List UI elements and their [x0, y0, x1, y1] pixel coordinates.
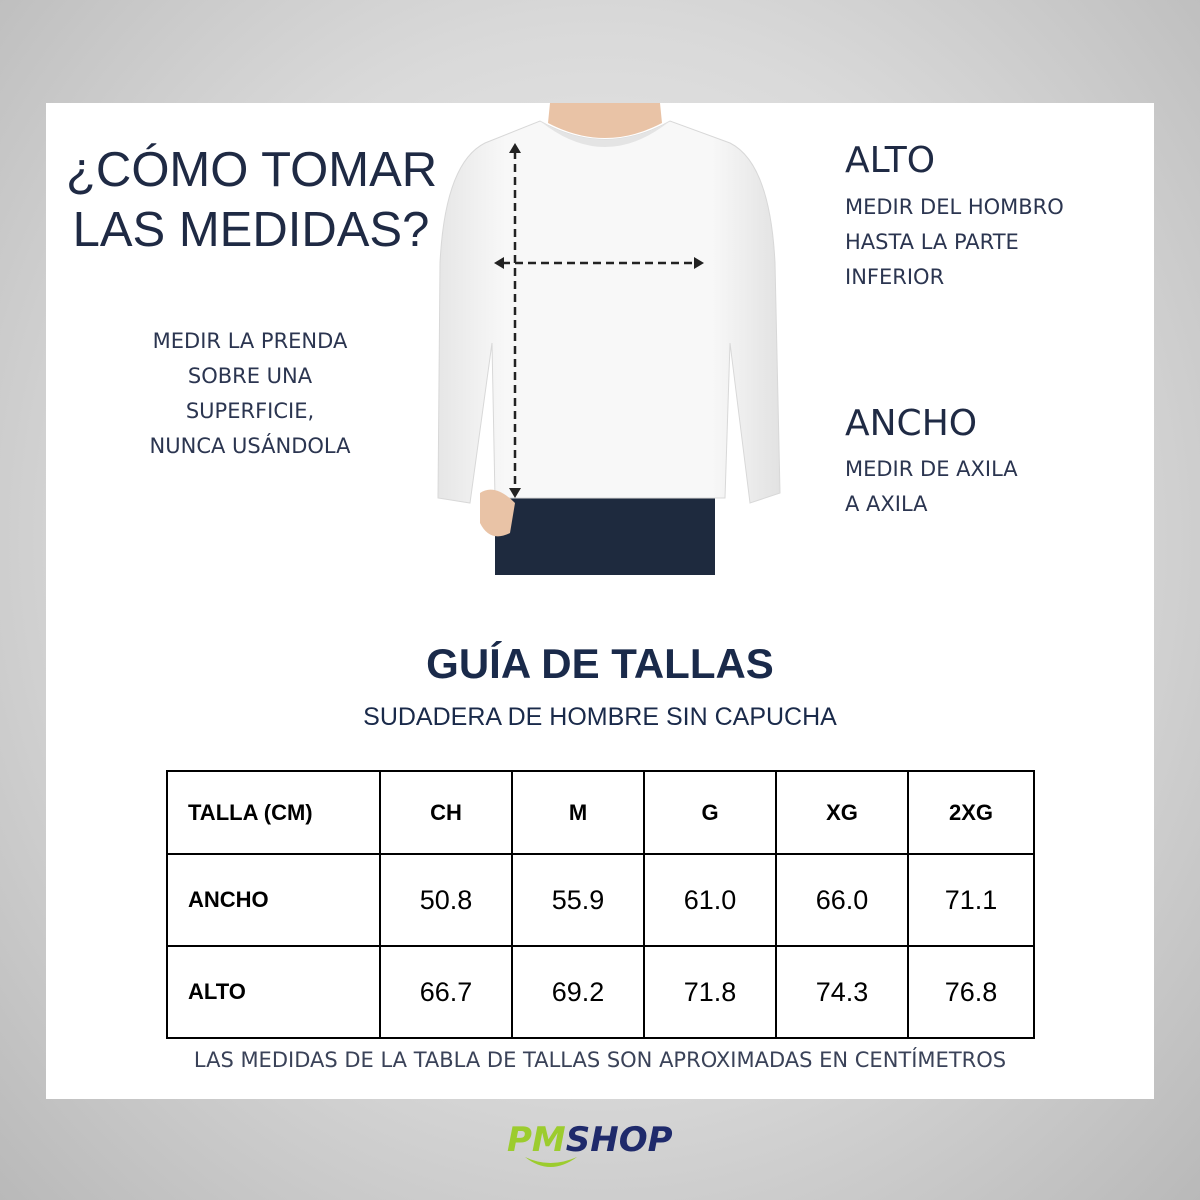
table-cell: 66.7: [379, 945, 513, 1039]
heading-line: ¿CÓMO TOMAR: [66, 143, 438, 197]
footnote: LAS MEDIDAS DE LA TABLA DE TALLAS SON AP…: [193, 1048, 1007, 1072]
how-to-measure-heading: ¿CÓMO TOMAR LAS MEDIDAS?: [66, 140, 438, 260]
note-line: NUNCA USÁNDOLA: [149, 434, 351, 458]
note-line: SUPERFICIE,: [185, 399, 315, 423]
ancho-title: ANCHO: [845, 403, 978, 444]
size-guide-subtitle: SUDADERA DE HOMBRE SIN CAPUCHA: [363, 703, 837, 731]
alto-line: HASTA LA PARTE: [845, 230, 1019, 254]
note-line: SOBRE UNA: [187, 364, 313, 388]
size-guide-title: GUÍA DE TALLAS: [426, 640, 774, 687]
table-cell: 71.1: [907, 853, 1035, 947]
table-cell: 61.0: [643, 853, 777, 947]
sweatshirt-photo: [437, 103, 781, 575]
table-cell: 76.8: [907, 945, 1035, 1039]
measure-note: MEDIR LA PRENDA SOBRE UNA SUPERFICIE, NU…: [110, 324, 390, 464]
neck: [548, 103, 662, 138]
alto-description: MEDIR DEL HOMBRO HASTA LA PARTE INFERIOR: [845, 190, 1064, 295]
table-cell: 69.2: [511, 945, 645, 1039]
table-header-row: TALLA (CM) CH M G XG 2XG: [166, 770, 1035, 855]
logo-pm: PM: [507, 1120, 566, 1160]
header-cell: CH: [379, 770, 513, 855]
logo-smile: [525, 1157, 577, 1167]
row-label: ALTO: [166, 945, 381, 1039]
ancho-description: MEDIR DE AXILA A AXILA: [845, 452, 1018, 522]
alto-line: INFERIOR: [845, 265, 945, 289]
logo-shop: SHOP: [566, 1120, 673, 1160]
logo-wordmark: PMSHOP: [507, 1120, 673, 1160]
collar: [540, 121, 670, 147]
table-row: ANCHO 50.8 55.9 61.0 66.0 71.1: [166, 853, 1035, 947]
hand: [480, 489, 515, 537]
table-cell: 55.9: [511, 853, 645, 947]
table-cell: 50.8: [379, 853, 513, 947]
heading-line: LAS MEDIDAS?: [72, 203, 430, 257]
jeans: [495, 493, 715, 575]
alto-title: ALTO: [845, 140, 936, 181]
table-cell: 66.0: [775, 853, 909, 947]
pmshop-logo: PMSHOP: [507, 1120, 673, 1167]
note-line: MEDIR LA PRENDA: [152, 329, 348, 353]
header-cell: TALLA (CM): [166, 770, 381, 855]
header-cell: M: [511, 770, 645, 855]
table-cell: 74.3: [775, 945, 909, 1039]
row-label: ANCHO: [166, 853, 381, 947]
header-cell: G: [643, 770, 777, 855]
sweatshirt: [437, 120, 781, 504]
size-table: TALLA (CM) CH M G XG 2XG ANCHO 50.8 55.9…: [166, 770, 1035, 1039]
ancho-line: MEDIR DE AXILA: [845, 457, 1018, 481]
table-row: ALTO 66.7 69.2 71.8 74.3 76.8: [166, 945, 1035, 1039]
header-cell: 2XG: [907, 770, 1035, 855]
alto-line: MEDIR DEL HOMBRO: [845, 195, 1064, 219]
table-cell: 71.8: [643, 945, 777, 1039]
ancho-line: A AXILA: [845, 492, 928, 516]
header-cell: XG: [775, 770, 909, 855]
